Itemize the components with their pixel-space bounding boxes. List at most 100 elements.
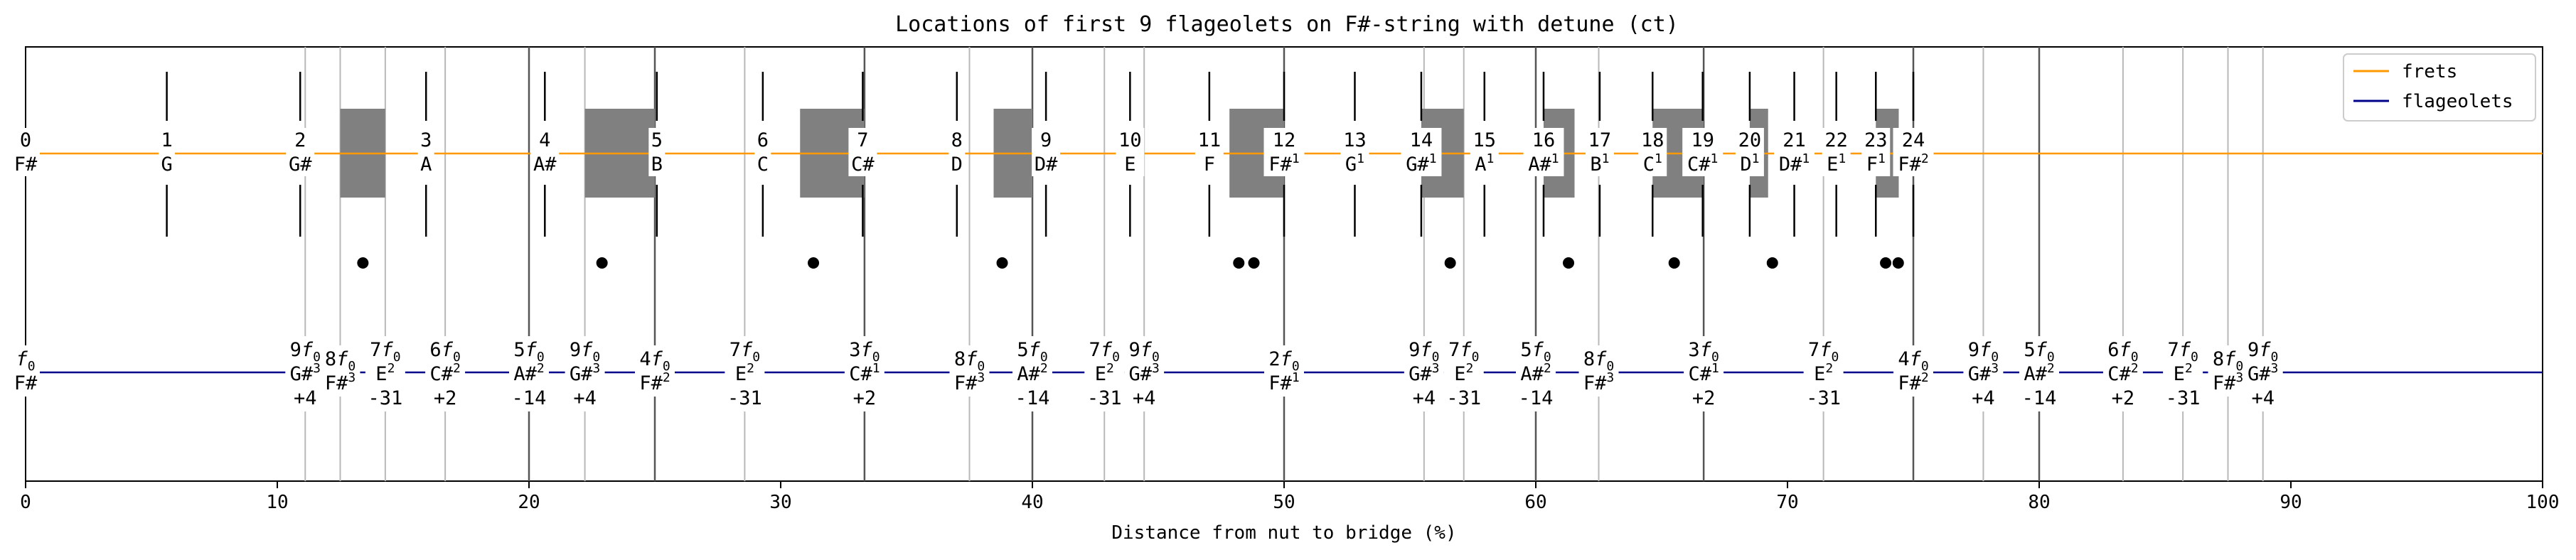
fret-number: 21 xyxy=(1783,129,1806,151)
flageolet-label-background xyxy=(1684,336,1724,411)
flageolet-harmonic: 7f0 xyxy=(729,339,760,365)
flageolet-detune: +4 xyxy=(1413,387,1436,409)
fret-note: F# xyxy=(14,154,38,176)
position-dot xyxy=(357,257,369,269)
flageolet-note: E2 xyxy=(2174,361,2193,385)
flageolet-label-background xyxy=(1443,336,1484,411)
flageolet-note: G#3 xyxy=(1968,361,1999,385)
flageolet-harmonic: 5f0 xyxy=(1520,339,1551,365)
flageolet-label-background xyxy=(1084,336,1125,411)
position-dot xyxy=(996,257,1008,269)
flageolet-harmonic: 7f0 xyxy=(2167,339,2198,365)
flageolet-label-background xyxy=(425,336,466,411)
flageolet-note: F#3 xyxy=(2213,370,2243,394)
flageolet-detune: -14 xyxy=(1519,387,1554,409)
flageolet-detune: -14 xyxy=(2022,387,2057,409)
flageolet-note: A#2 xyxy=(1017,361,1047,385)
fret-label-background xyxy=(1263,128,1305,176)
position-dot xyxy=(596,257,608,269)
fret-note: C#1 xyxy=(1687,151,1718,176)
flageolet-label-background xyxy=(11,345,40,397)
fret-number: 10 xyxy=(1118,129,1142,151)
flageolet-harmonic: 5f0 xyxy=(1017,339,1047,365)
fret-note: A1 xyxy=(1475,151,1494,176)
flageolet-label-background xyxy=(1803,336,1844,411)
fret-label-background xyxy=(1822,128,1851,176)
fret-label-2: 2 G# xyxy=(286,128,315,176)
flageolet-harmonic: 6f0 xyxy=(2107,339,2138,365)
fret-label-background xyxy=(1893,128,1934,176)
fret-label-3: 3A xyxy=(417,128,434,176)
flageolet-label-background xyxy=(2019,336,2059,411)
fret-label-12: 12F#1 xyxy=(1263,128,1305,176)
flageolet-harmonic: 4f0 xyxy=(1898,348,1928,374)
flageolet-harmonic: 3f0 xyxy=(849,339,880,365)
fret-label-background xyxy=(948,128,966,176)
flageolet-harmonic: f0 xyxy=(16,348,35,374)
flageolet-label-background xyxy=(2102,336,2143,411)
fret-number: 4 xyxy=(539,129,550,151)
flageolet-harmonic: 7f0 xyxy=(1448,339,1479,365)
flageolet-note: F#2 xyxy=(639,370,670,394)
fret-label-background xyxy=(1585,128,1614,176)
fret-label-background xyxy=(286,128,315,176)
x-tick-label: 100 xyxy=(2526,492,2560,513)
legend-label-flageolets: flageolets xyxy=(2402,91,2513,112)
fret-label-11: 11 F xyxy=(1195,128,1224,176)
fret-label-background xyxy=(159,128,176,176)
position-dot xyxy=(1668,257,1680,269)
x-tick-label: 40 xyxy=(1021,492,1043,513)
flageolet-label-background xyxy=(949,345,990,397)
flageolet-detune: -31 xyxy=(1087,387,1122,409)
fret-label-background xyxy=(1340,128,1369,176)
x-tick-label: 80 xyxy=(2028,492,2050,513)
fret-note: D1 xyxy=(1740,151,1759,176)
fret-number: 5 xyxy=(651,129,663,151)
fret-number: 11 xyxy=(1198,129,1222,151)
fret-number: 18 xyxy=(1641,129,1664,151)
flageolet-harmonic: 5f0 xyxy=(2024,339,2054,365)
flageolet-label-background xyxy=(1516,336,1556,411)
fret-label-9: 9 D# xyxy=(1032,128,1061,176)
fret-number: 23 xyxy=(1864,129,1888,151)
flageolet-note: E2 xyxy=(1454,361,1473,385)
flageolet-note: E2 xyxy=(735,361,754,385)
flageolet-harmonic: 7f0 xyxy=(370,339,400,365)
legend-label-frets: frets xyxy=(2402,61,2457,82)
flageolet-label-background xyxy=(1404,336,1444,411)
flageolet-detune: -31 xyxy=(1806,387,1841,409)
fret-number: 1 xyxy=(161,129,172,151)
fret-note: G1 xyxy=(1345,151,1364,176)
x-tick-label: 60 xyxy=(1524,492,1546,513)
fret-label-background xyxy=(1401,128,1442,176)
fret-number: 15 xyxy=(1473,129,1497,151)
flageolet-detune: -31 xyxy=(2166,387,2201,409)
fret-labels: 0F#1G2G#3A4A#5B6C7C#8D9D#10E11F12F#113G1… xyxy=(11,128,1934,176)
x-tick-label: 10 xyxy=(266,492,288,513)
flageolet-detune: +2 xyxy=(1692,387,1716,409)
flageolet-harmonic: 9f0 xyxy=(1128,339,1159,365)
flageolet-note: A#2 xyxy=(2024,361,2054,385)
flageolet-harmonic: 8f0 xyxy=(1583,348,1614,374)
flageolet-detune: -31 xyxy=(727,387,762,409)
fret-label-background xyxy=(1116,128,1145,176)
fret-number: 24 xyxy=(1902,129,1925,151)
position-dot xyxy=(808,257,820,269)
fret-label-background xyxy=(1682,128,1723,176)
fret-number: 13 xyxy=(1343,129,1367,151)
flageolet-detune: -31 xyxy=(1446,387,1481,409)
fret-marks xyxy=(166,72,1915,237)
flageolet-label-background xyxy=(1963,336,2004,411)
